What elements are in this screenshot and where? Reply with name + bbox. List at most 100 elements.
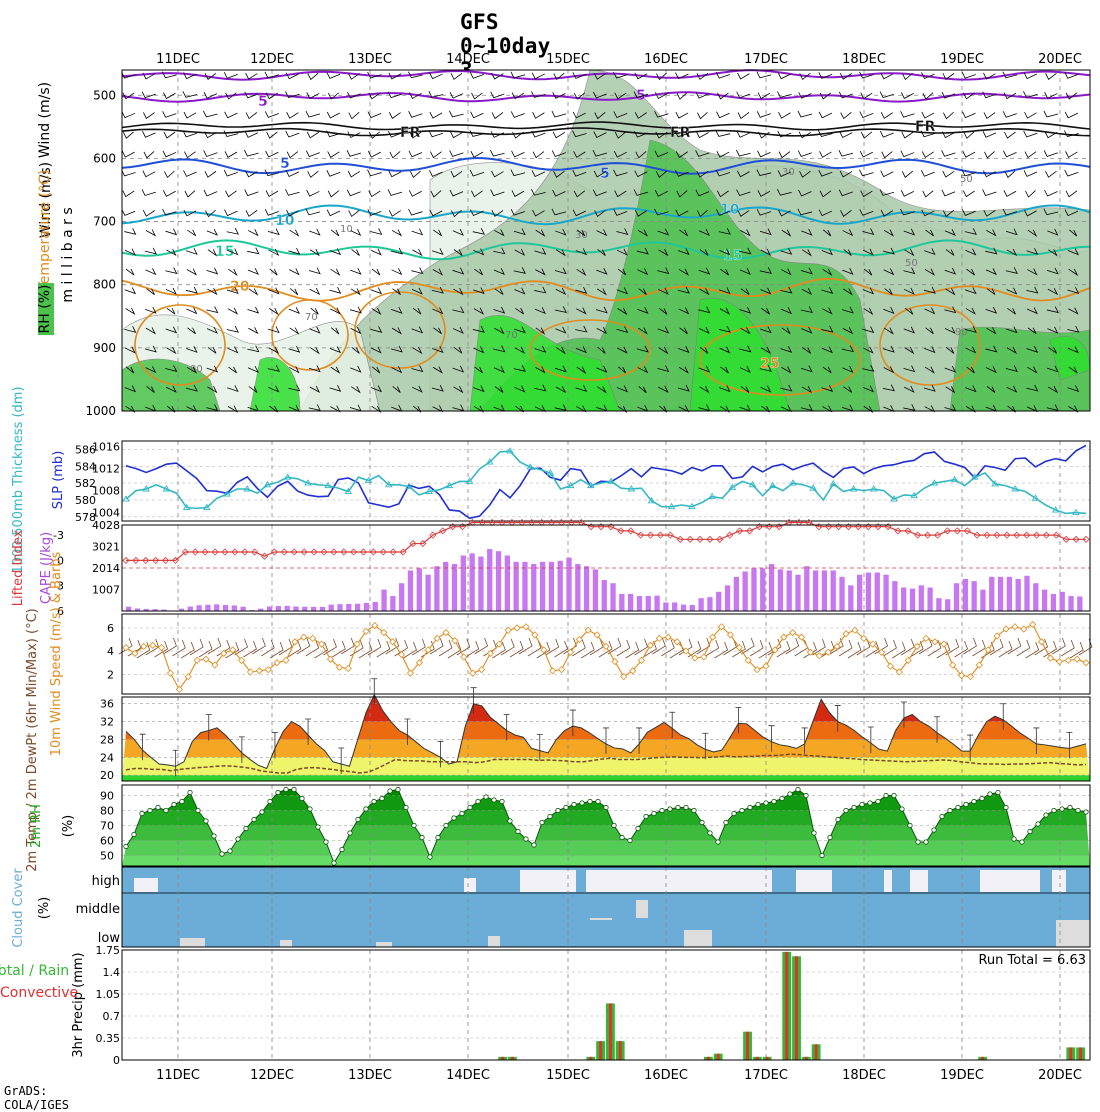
wind-barb: [536, 328, 544, 334]
wind-barb: [860, 72, 874, 78]
cape-bar: [161, 610, 166, 611]
rh-contour-label: 90: [955, 327, 968, 338]
lifted-index-point: [291, 549, 297, 555]
slp-tick-label: 1004: [92, 507, 120, 520]
wind-barb: [359, 642, 372, 658]
wind-barb: [310, 386, 319, 392]
slp-tick-label: 1008: [92, 485, 120, 498]
wind-barb: [738, 210, 749, 216]
temp-range-whisker: [967, 735, 973, 761]
wind-barb: [392, 328, 401, 334]
high-cloud-gap: [1052, 870, 1066, 892]
rh-point: [716, 840, 720, 844]
rh-point: [228, 849, 232, 853]
low-cloud-block: [684, 930, 712, 947]
temp-band: [122, 695, 1090, 722]
wind-barb: [388, 92, 402, 98]
wind-barb: [904, 327, 914, 333]
wind-barb: [658, 386, 668, 392]
rh-point: [948, 808, 952, 812]
wind-barb: [1008, 406, 1016, 412]
wind-barb: [576, 385, 587, 391]
cape-bar: [734, 577, 739, 611]
wind-barb: [289, 268, 299, 274]
wind-barb: [922, 151, 933, 157]
contour-label: 5: [280, 156, 290, 172]
wind-barb: [246, 73, 258, 79]
wind-barb: [1045, 132, 1057, 138]
wind-speed-point: [559, 667, 565, 673]
wind-barb: [732, 641, 745, 657]
wind-barb: [453, 229, 463, 235]
rh-point: [1036, 822, 1040, 826]
thickness-point: [608, 478, 614, 483]
wind-speed-point: [1012, 624, 1018, 630]
wind-barb: [535, 366, 544, 372]
wind-barb: [433, 230, 441, 236]
cape-bar: [989, 577, 994, 611]
wind-barb: [573, 210, 586, 216]
wind-barb: [1045, 190, 1058, 196]
wind-barb: [552, 209, 566, 215]
wind-barb: [782, 328, 790, 334]
lifted-index-point: [717, 536, 723, 542]
thickness-point: [184, 505, 190, 510]
wind-barb: [924, 287, 935, 293]
temp-band: [122, 739, 1090, 757]
lifted-index-point: [954, 528, 960, 534]
cape-bar: [311, 607, 316, 611]
wind-barb: [368, 151, 380, 157]
cape-bar: [619, 594, 624, 611]
rh-point: [276, 790, 280, 794]
rh-shading-region: [1050, 336, 1090, 380]
wind-barb: [926, 328, 934, 334]
wind-speed-point: [594, 632, 600, 638]
li-tick-label: -3: [53, 529, 64, 542]
temp-range-whisker: [835, 706, 841, 732]
lifted-index-point: [1024, 532, 1030, 538]
wind-barb: [145, 307, 156, 313]
wind-barb: [389, 73, 401, 79]
rh-tick-label: 70: [100, 820, 114, 833]
cape-bar: [496, 551, 501, 611]
wind-barb: [330, 385, 341, 391]
wind-barb: [268, 326, 279, 332]
cape-bar: [602, 580, 607, 611]
wind-barb: [596, 405, 607, 411]
thickness-point: [467, 478, 473, 483]
rh-point: [420, 835, 424, 839]
rh-point: [1052, 808, 1056, 812]
wind-barb: [942, 132, 954, 138]
wind-barb: [515, 347, 524, 353]
lifted-index-point: [816, 524, 822, 530]
wind-barb: [514, 267, 525, 273]
wind-barb: [880, 131, 893, 137]
wind-barb: [514, 365, 525, 371]
wind-barb: [290, 230, 299, 236]
high-cloud-gap: [464, 878, 476, 892]
wind-barb: [207, 229, 217, 235]
rh-point: [764, 801, 768, 805]
wind-barb: [617, 640, 630, 656]
wind-barb: [552, 151, 565, 157]
wind-barb: [902, 132, 913, 138]
wind-barb: [677, 93, 687, 99]
wind-barb: [577, 367, 585, 373]
temperature-contour: [122, 279, 1090, 301]
lifted-index-point: [459, 524, 465, 530]
wind-barb: [514, 288, 524, 294]
wind-barb: [823, 269, 832, 275]
wind-barb: [597, 386, 605, 392]
wind-barb: [145, 248, 156, 254]
wind-barb: [717, 191, 728, 197]
wind-barb: [348, 171, 360, 177]
rh-point: [268, 799, 272, 803]
wind-barb: [616, 228, 627, 234]
lifted-index-point: [212, 549, 218, 555]
wind-barb: [187, 405, 197, 411]
wind-barb: [453, 288, 462, 294]
rh-point: [524, 837, 528, 841]
wind-barb: [962, 170, 976, 176]
chart-title: GFS 0~10day 3-hourly for BEIRA (35E, 19.…: [460, 10, 551, 202]
wind-barb: [637, 405, 647, 411]
